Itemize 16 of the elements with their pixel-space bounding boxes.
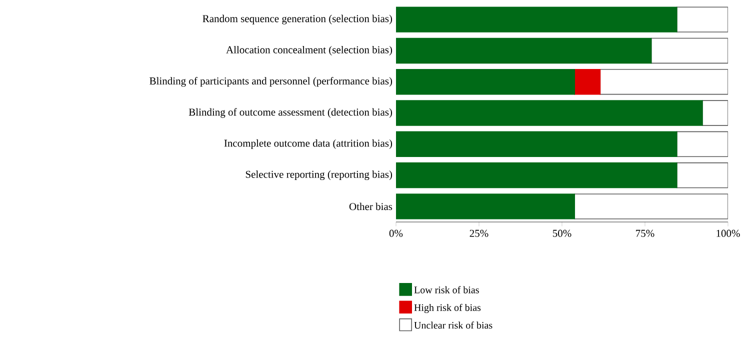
y-tick-label: Allocation concealment (selection bias)	[226, 46, 392, 56]
x-tick-label: 100%	[716, 230, 740, 237]
bar	[574, 69, 601, 95]
y-tick-label: Incomplete outcome data (attrition bias)	[224, 139, 392, 149]
y-tick-label: Other bias	[349, 202, 392, 210]
x-tick-label: 0%	[389, 230, 403, 237]
legend-label: Low risk of bias	[414, 286, 479, 294]
legend-label: Unclear risk of bias	[414, 322, 492, 329]
y-tick-label: Blinding of participants and personnel (performance bias)	[150, 77, 392, 87]
x-tick-label: 25%	[470, 230, 488, 237]
x-tick-label: 50%	[552, 230, 572, 237]
y-tick-label: Blinding of outcome assessment (detection bias)	[188, 108, 392, 118]
y-tick-label: Random sequence generation (selection bias)	[202, 14, 392, 24]
y-tick-label: Selective reporting (reporting bias)	[246, 170, 392, 180]
x-tick-label: 75%	[636, 230, 654, 237]
legend-label: High risk of bias	[414, 304, 481, 314]
